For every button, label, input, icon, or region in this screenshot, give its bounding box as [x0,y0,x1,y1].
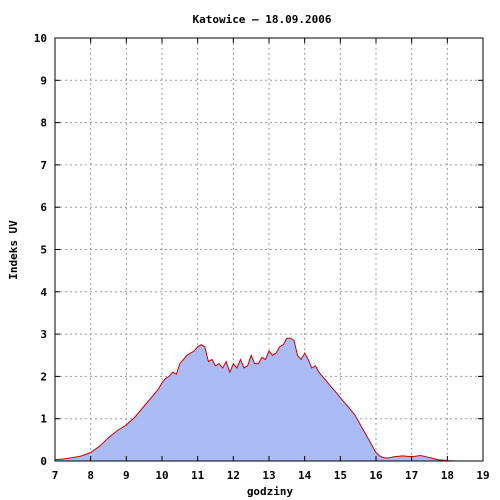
y-tick-label: 10 [34,32,47,45]
x-axis-label: godziny [247,485,294,498]
y-tick-label: 7 [40,159,47,172]
uv-series-line [54,337,466,462]
x-tick-label: 13 [262,469,275,482]
uv-area-fill [55,338,466,461]
x-tick-label: 18 [441,469,454,482]
x-tick-label: 8 [87,469,94,482]
x-tick-label: 11 [191,469,205,482]
x-tick-label: 16 [369,469,383,482]
x-tick-label: 7 [52,469,59,482]
chart-title: Katowice – 18.09.2006 [192,13,331,26]
y-tick-label: 2 [40,370,47,383]
y-tick-label: 3 [40,328,47,341]
x-tick-label: 9 [123,469,130,482]
x-tick-label: 17 [405,469,418,482]
x-tick-label: 19 [476,469,489,482]
x-tick-label: 15 [334,469,347,482]
uv-area [54,337,466,462]
y-tick-label: 6 [40,201,47,214]
plot-frame [54,37,484,462]
x-tick-label: 14 [298,469,312,482]
y-tick-label: 4 [40,286,47,299]
y-tick-label: 1 [40,413,47,426]
y-tick-label: 0 [40,455,47,468]
y-tick-label: 9 [40,74,47,87]
x-tick-label: 10 [155,469,168,482]
y-tick-label: 8 [40,117,47,130]
x-tick-label: 12 [227,469,240,482]
grid-lines [55,38,483,461]
y-tick-label: 5 [40,244,47,257]
y-axis-label: Indeks UV [7,220,20,280]
